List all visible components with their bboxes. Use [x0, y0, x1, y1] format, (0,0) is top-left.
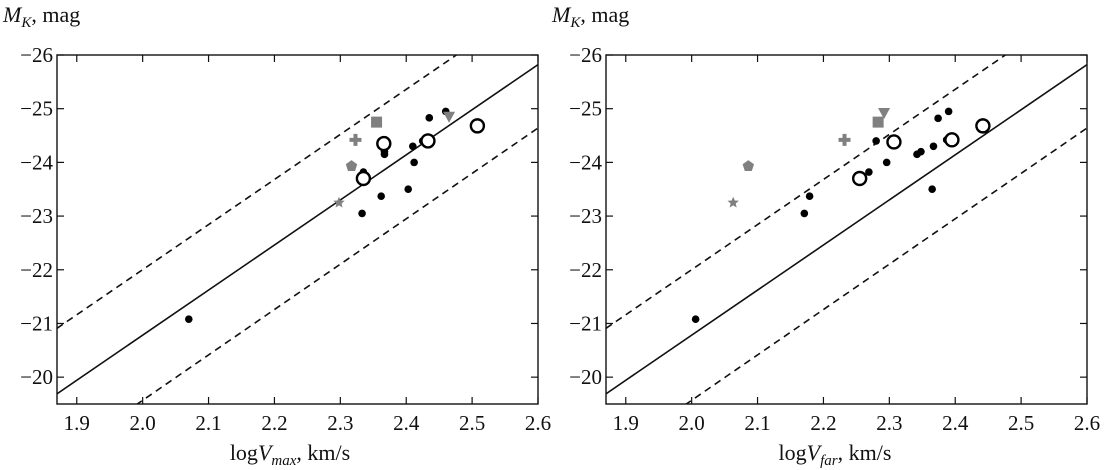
right-point-filled-circle	[934, 114, 942, 123]
right-y-axis-label: MK, mag	[552, 2, 630, 31]
right-x-tick-label: 2.6	[1074, 411, 1100, 435]
left-dashed-line	[135, 127, 538, 404]
left-x-tick-label: 2.5	[459, 411, 485, 435]
right-dashed-line	[684, 127, 1087, 404]
left-point-filled-circle	[404, 185, 412, 194]
right-y-tick-label: −23	[569, 204, 602, 228]
right-y-tick-label: −24	[569, 150, 602, 174]
right-plot-frame	[605, 54, 1088, 405]
right-y-tick-label: −22	[569, 258, 602, 282]
right-y-tick-label: −25	[569, 97, 602, 121]
right-x-tick-label: 2.2	[810, 411, 836, 435]
right-x-tick-label: 1.9	[613, 411, 639, 435]
left-x-tick-label: 2.2	[261, 411, 287, 435]
left-point-open-circle	[355, 170, 372, 187]
right-point-square	[872, 116, 884, 128]
right-x-tick-label: 2.5	[1008, 411, 1034, 435]
left-point-filled-circle	[358, 209, 366, 218]
left-point-open-circle	[420, 133, 436, 149]
left-point-open-circle	[376, 135, 392, 152]
right-point-star	[727, 196, 739, 208]
left-x-tick-label: 2.4	[393, 411, 420, 435]
right-point-filled-circle	[929, 142, 938, 151]
left-x-tick-label: 2.1	[195, 411, 221, 435]
left-plot-frame	[56, 54, 539, 405]
left-point-filled-circle	[425, 114, 434, 122]
left-y-axis-label: MK, mag	[3, 2, 81, 31]
right-y-tick-label: −20	[569, 365, 602, 389]
right-x-tick-label: 2.3	[876, 411, 902, 435]
left-point-plus	[349, 133, 362, 146]
right-x-tick-label: 2.1	[744, 411, 770, 435]
right-plot-area	[606, 55, 1087, 404]
left-point-filled-circle	[410, 158, 418, 167]
right-point-filled-circle	[865, 168, 873, 176]
left-y-tick-label: −24	[20, 150, 53, 174]
right-point-triangle-down	[878, 107, 891, 119]
left-x-tick-label: 1.9	[64, 411, 90, 435]
right-y-tick-label: −21	[569, 311, 602, 335]
left-point-triangle-down	[443, 111, 456, 123]
left-point-filled-circle	[184, 315, 193, 323]
right-point-plus	[838, 133, 851, 146]
left-y-tick-label: −26	[20, 43, 53, 67]
right-point-filled-circle	[805, 192, 814, 201]
right-point-filled-circle	[928, 185, 936, 194]
left-x-tick-label: 2.0	[130, 411, 156, 435]
left-solid-line	[57, 64, 538, 395]
left-y-tick-label: −23	[20, 204, 53, 228]
right-point-open-circle	[975, 118, 991, 134]
left-point-square	[371, 116, 383, 128]
left-point-filled-circle	[409, 142, 417, 151]
right-point-pentagon	[742, 160, 754, 171]
left-dashed-line	[57, 55, 458, 329]
right-point-filled-circle	[944, 107, 953, 116]
left-x-tick-label: 2.6	[525, 411, 551, 435]
left-x-tick-label: 2.3	[327, 411, 353, 435]
right-dashed-line	[606, 55, 1007, 329]
left-y-tick-label: −20	[20, 365, 53, 389]
left-y-tick-label: −25	[20, 97, 53, 121]
right-point-open-circle	[851, 170, 868, 187]
right-point-filled-circle	[691, 315, 700, 323]
left-y-tick-label: −22	[20, 258, 53, 282]
right-point-filled-circle	[872, 137, 880, 145]
left-point-filled-circle	[377, 192, 385, 201]
right-x-axis-label: logVfar, km/s	[778, 440, 892, 469]
left-point-pentagon	[345, 160, 358, 171]
left-point-open-circle	[469, 118, 486, 134]
left-y-tick-label: −21	[20, 311, 53, 335]
left-x-axis-label: logVmax, km/s	[229, 440, 351, 469]
right-solid-line	[606, 64, 1087, 395]
right-x-tick-label: 2.4	[942, 411, 969, 435]
right-point-filled-circle	[917, 147, 925, 156]
right-point-filled-circle	[882, 158, 891, 167]
right-point-open-circle	[944, 132, 960, 148]
right-y-tick-label: −26	[569, 43, 602, 67]
right-point-filled-circle	[800, 209, 809, 218]
right-x-tick-label: 2.0	[679, 411, 705, 435]
left-point-star	[333, 196, 345, 208]
right-point-open-circle	[886, 134, 902, 150]
left-plot-area	[57, 55, 538, 404]
